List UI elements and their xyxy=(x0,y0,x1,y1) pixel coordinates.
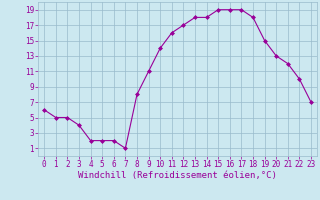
X-axis label: Windchill (Refroidissement éolien,°C): Windchill (Refroidissement éolien,°C) xyxy=(78,171,277,180)
